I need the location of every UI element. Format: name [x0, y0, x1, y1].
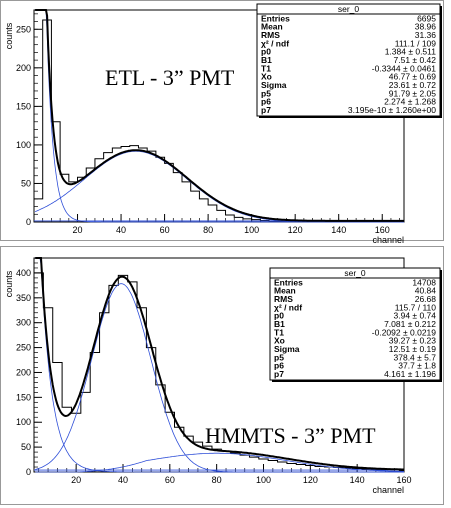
fit-total-curve	[35, 9, 404, 222]
stats-row-label: B1	[274, 319, 285, 329]
stats-row-value: 38.96	[415, 22, 437, 32]
stats-row-value: 12.51 ± 0.19	[389, 344, 436, 354]
stats-row-label: p5	[261, 88, 271, 98]
stats-row-label: Sigma	[261, 80, 287, 90]
stats-row-label: RMS	[261, 30, 280, 40]
y-tick-label: 350	[16, 293, 31, 303]
y-tick-label: 150	[16, 101, 31, 111]
stats-row-value: 1.384 ± 0.511	[385, 47, 437, 57]
stats-row-value: 7.081 ± 0.212	[384, 319, 436, 329]
stats-row-label: p6	[274, 361, 284, 371]
x-tick-label: 80	[203, 225, 213, 235]
x-tick-label: 60	[160, 225, 170, 235]
stats-row-value: 115.7 / 110	[395, 302, 437, 312]
y-tick-label: 400	[16, 268, 31, 278]
stats-row-label: χ² / ndf	[274, 302, 302, 312]
y-tick-label: 0	[26, 217, 31, 227]
etl-chart: 0 50 100 150 200 250 20 40 60 80 100 120 140 160chann…	[0, 0, 444, 245]
stats-row-value: 26.68	[415, 294, 437, 304]
stats-box	[269, 267, 441, 381]
stats-row-label: p7	[261, 105, 271, 115]
stats-row-value: 2.274 ± 1.268	[384, 97, 436, 107]
y-tick-label: 200	[16, 63, 31, 73]
overlay-label: HMMTS - 3” PMT	[205, 423, 376, 448]
stats-row-label: p6	[261, 97, 271, 107]
y-tick-label: 250	[16, 24, 31, 34]
stats-row-value: 3.94 ± 0.74	[394, 311, 437, 321]
overlay-label: ETL - 3” PMT	[105, 65, 235, 90]
y-tick-label: 0	[26, 467, 31, 477]
stats-row-value: -0.2092 ± 0.0219	[372, 327, 436, 337]
stats-title: ser_0	[338, 4, 360, 14]
stats-row-label: T1	[274, 327, 284, 337]
x-tick-label: 160	[375, 225, 390, 235]
stats-row-label: χ² / ndf	[261, 38, 289, 48]
stats-row-value: 91.79 ± 2.05	[389, 88, 436, 98]
stats-row-value: 31.36	[415, 30, 437, 40]
x-tick-label: 20	[71, 475, 81, 485]
x-tick-label: 100	[256, 475, 271, 485]
x-tick-label: 120	[303, 475, 318, 485]
stats-row-label: T1	[261, 63, 271, 73]
y-tick-label: 200	[16, 367, 31, 377]
stats-row-value: 46.77 ± 0.69	[389, 72, 436, 82]
stats-row-label: p5	[274, 352, 284, 362]
stats-row-value: 378.4 ± 5.7	[394, 352, 437, 362]
stats-row-label: Mean	[261, 22, 283, 32]
stats-row-value: 6695	[417, 13, 436, 23]
stats-row-value: 23.61 ± 0.72	[389, 80, 436, 90]
fit-tail-component	[35, 452, 405, 473]
stats-row-label: Entries	[274, 277, 303, 287]
x-tick-label: 140	[331, 225, 346, 235]
fit-total-curve	[35, 257, 404, 471]
x-tick-label: 40	[116, 225, 126, 235]
stats-row-value: -0.3344 ± 0.0461	[372, 63, 436, 73]
stats-row-value: 39.27 ± 0.23	[389, 336, 436, 346]
stats-row-label: Xo	[261, 72, 272, 82]
x-axis-title: channel	[372, 235, 404, 245]
stats-row-label: p7	[274, 369, 284, 379]
y-tick-label: 250	[16, 343, 31, 353]
stats-row-label: p0	[261, 47, 271, 57]
stats-row-value: 4.161 ± 1.196	[384, 369, 436, 379]
stats-box	[256, 3, 441, 117]
x-tick-label: 40	[118, 475, 128, 485]
y-tick-label: 50	[21, 442, 31, 452]
stats-row-value: 37.7 ± 1.8	[398, 361, 436, 371]
stats-row-label: Mean	[274, 286, 296, 296]
x-tick-label: 20	[73, 225, 83, 235]
stats-row-value: 14708	[412, 277, 436, 287]
stats-row-value: 111.1 / 109	[395, 38, 437, 48]
y-tick-label: 100	[16, 417, 31, 427]
stats-row-label: Sigma	[274, 344, 300, 354]
fit-gaussian-component	[35, 283, 404, 473]
x-tick-label: 100	[244, 225, 259, 235]
y-axis-title: counts	[4, 270, 14, 297]
stats-row-label: p0	[274, 311, 284, 321]
y-tick-label: 150	[16, 392, 31, 402]
y-tick-label: 100	[16, 140, 31, 150]
stats-row-label: B1	[261, 55, 272, 65]
stats-row-value: 7.51 ± 0.42	[394, 55, 437, 65]
x-tick-label: 80	[212, 475, 222, 485]
stats-row-label: Entries	[261, 13, 290, 23]
stats-row-value: 40.84	[415, 286, 437, 296]
x-tick-label: 160	[396, 475, 411, 485]
stats-row-value: 3.195e-10 ± 1.260e+00	[348, 105, 436, 115]
stats-row-label: RMS	[274, 294, 293, 304]
y-tick-label: 50	[21, 178, 31, 188]
stats-title: ser_0	[344, 268, 366, 278]
y-tick-label: 300	[16, 318, 31, 328]
stats-row-label: Xo	[274, 336, 285, 346]
hmmts-chart: 0 50 100 150 200 250 300 350 400 20 40 60 80 100 120 14…	[0, 246, 444, 505]
x-axis-title: channel	[372, 485, 404, 495]
x-tick-label: 140	[350, 475, 365, 485]
x-tick-label: 120	[288, 225, 303, 235]
x-tick-label: 60	[165, 475, 175, 485]
y-axis-title: counts	[4, 22, 14, 49]
